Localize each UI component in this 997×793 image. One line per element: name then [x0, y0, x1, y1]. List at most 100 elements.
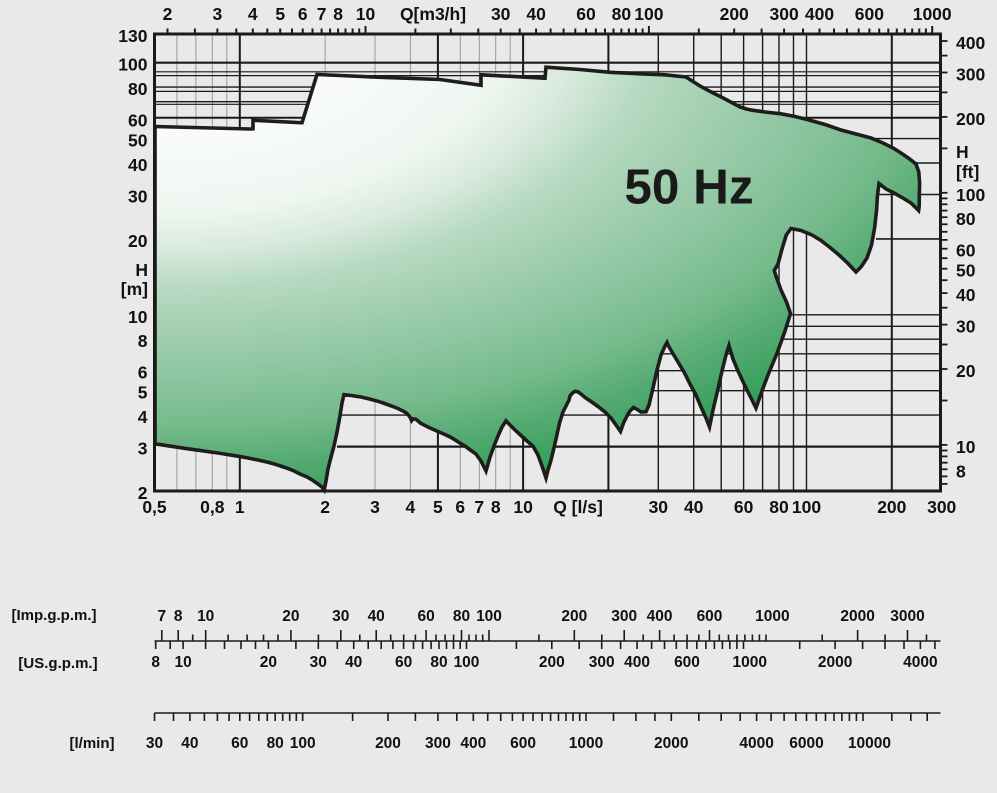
svg-text:40: 40 [345, 654, 362, 671]
svg-text:300: 300 [425, 735, 451, 752]
svg-text:50: 50 [956, 261, 976, 281]
svg-text:100: 100 [454, 654, 480, 671]
svg-text:2000: 2000 [818, 654, 852, 671]
svg-text:600: 600 [674, 654, 700, 671]
svg-text:1: 1 [235, 497, 245, 517]
svg-text:50 Hz: 50 Hz [624, 160, 753, 215]
svg-text:5: 5 [138, 383, 148, 403]
svg-text:400: 400 [460, 735, 486, 752]
svg-text:7: 7 [157, 608, 166, 625]
svg-text:40: 40 [368, 608, 385, 625]
svg-text:600: 600 [510, 735, 536, 752]
svg-text:4000: 4000 [739, 735, 773, 752]
svg-text:200: 200 [956, 109, 985, 129]
svg-text:30: 30 [146, 735, 163, 752]
svg-text:60: 60 [395, 654, 412, 671]
svg-text:Q [l/s]: Q [l/s] [553, 497, 603, 517]
svg-text:7: 7 [317, 4, 327, 24]
svg-text:30: 30 [649, 497, 669, 517]
svg-text:6: 6 [298, 4, 308, 24]
svg-text:[m]: [m] [121, 279, 148, 299]
svg-text:40: 40 [956, 285, 976, 305]
svg-text:[ft]: [ft] [956, 162, 979, 182]
svg-text:0,8: 0,8 [200, 497, 225, 517]
svg-text:8: 8 [174, 608, 183, 625]
svg-text:10: 10 [513, 497, 533, 517]
svg-text:100: 100 [118, 55, 147, 75]
svg-text:2: 2 [320, 497, 330, 517]
svg-text:10: 10 [128, 307, 148, 327]
svg-text:20: 20 [956, 361, 976, 381]
svg-text:50: 50 [128, 131, 148, 151]
svg-text:3: 3 [213, 4, 223, 24]
svg-text:1000: 1000 [913, 4, 952, 24]
svg-text:8: 8 [151, 654, 160, 671]
svg-text:6: 6 [138, 363, 148, 383]
svg-text:100: 100 [792, 497, 821, 517]
svg-text:400: 400 [624, 654, 650, 671]
svg-text:8: 8 [956, 461, 966, 481]
svg-text:5: 5 [433, 497, 443, 517]
svg-text:40: 40 [684, 497, 704, 517]
svg-text:6: 6 [455, 497, 465, 517]
svg-text:2000: 2000 [654, 735, 688, 752]
svg-text:4: 4 [248, 4, 258, 24]
svg-text:40: 40 [181, 735, 198, 752]
svg-text:300: 300 [611, 608, 637, 625]
svg-text:5: 5 [275, 4, 285, 24]
svg-text:400: 400 [647, 608, 673, 625]
svg-text:300: 300 [769, 4, 798, 24]
svg-text:30: 30 [956, 317, 976, 337]
svg-text:80: 80 [267, 735, 284, 752]
svg-text:H: H [956, 142, 969, 162]
svg-text:1000: 1000 [733, 654, 767, 671]
svg-text:300: 300 [956, 65, 985, 85]
svg-text:7: 7 [474, 497, 484, 517]
svg-text:3: 3 [370, 497, 380, 517]
svg-text:30: 30 [128, 187, 148, 207]
svg-text:0,5: 0,5 [142, 497, 167, 517]
svg-text:80: 80 [612, 4, 632, 24]
svg-text:60: 60 [128, 111, 148, 131]
svg-text:10000: 10000 [848, 735, 891, 752]
svg-text:10: 10 [356, 4, 376, 24]
svg-text:300: 300 [589, 654, 615, 671]
svg-text:Q[m3/h]: Q[m3/h] [400, 4, 466, 24]
svg-text:80: 80 [956, 209, 976, 229]
svg-text:20: 20 [282, 608, 299, 625]
svg-text:600: 600 [855, 4, 884, 24]
svg-text:2: 2 [163, 4, 173, 24]
svg-text:60: 60 [417, 608, 434, 625]
svg-text:[Imp.g.p.m.]: [Imp.g.p.m.] [12, 607, 97, 624]
svg-text:H: H [135, 260, 148, 280]
svg-text:6000: 6000 [789, 735, 823, 752]
svg-text:30: 30 [491, 4, 511, 24]
svg-text:10: 10 [197, 608, 214, 625]
svg-text:[US.g.p.m.]: [US.g.p.m.] [18, 655, 97, 672]
svg-text:1000: 1000 [755, 608, 789, 625]
svg-text:40: 40 [526, 4, 546, 24]
svg-text:10: 10 [956, 437, 976, 457]
svg-text:20: 20 [260, 654, 277, 671]
svg-text:200: 200 [561, 608, 587, 625]
svg-text:10: 10 [174, 654, 191, 671]
svg-text:200: 200 [375, 735, 401, 752]
svg-text:60: 60 [956, 241, 976, 261]
svg-text:40: 40 [128, 155, 148, 175]
svg-text:4: 4 [138, 407, 148, 427]
svg-text:100: 100 [290, 735, 316, 752]
svg-text:80: 80 [430, 654, 447, 671]
svg-text:400: 400 [956, 33, 985, 53]
svg-text:4000: 4000 [903, 654, 937, 671]
svg-text:30: 30 [310, 654, 327, 671]
svg-text:2000: 2000 [840, 608, 874, 625]
svg-text:60: 60 [231, 735, 248, 752]
svg-text:30: 30 [332, 608, 349, 625]
svg-text:2: 2 [138, 483, 148, 503]
svg-text:[l/min]: [l/min] [70, 735, 115, 752]
svg-text:80: 80 [453, 608, 470, 625]
svg-text:600: 600 [697, 608, 723, 625]
svg-text:200: 200 [539, 654, 565, 671]
svg-text:100: 100 [634, 4, 663, 24]
svg-text:1000: 1000 [569, 735, 603, 752]
